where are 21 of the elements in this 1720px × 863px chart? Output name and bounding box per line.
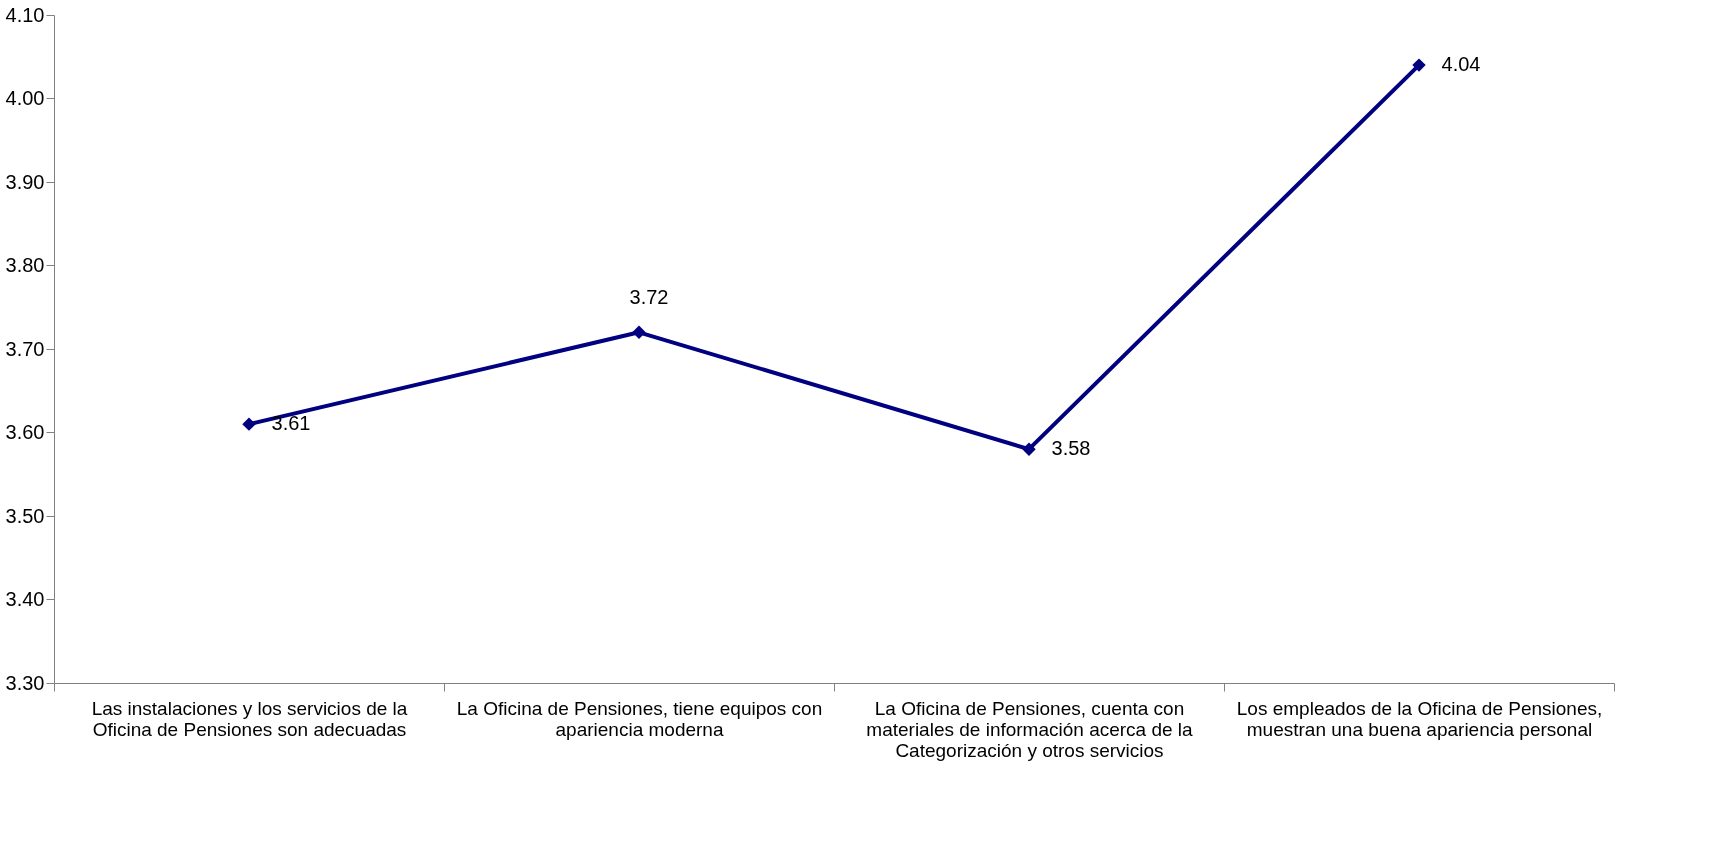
x-tick-label: Los empleados de la Oficina de Pensiones, muestran una buena apariencia personal: [1236, 697, 1603, 740]
point: [632, 325, 646, 340]
data-label: 3.58: [1051, 437, 1091, 460]
y-tick-label: 4.10: [5, 3, 45, 26]
y-tick-label: 3.70: [5, 337, 45, 360]
x-tick-label: La Oficina de Pensiones, tiene equipos con apariencia moderna: [456, 697, 823, 740]
x-tick-label: La Oficina de Pensiones, cuenta con materiales de información acerca de la Categorización y otros servicios: [866, 697, 1194, 761]
y-tick-label: 3.90: [5, 170, 45, 193]
point: [1022, 442, 1036, 456]
point: [1412, 58, 1426, 72]
y-tick-label: 3.80: [5, 254, 45, 276]
y-tick-label: 3.30: [5, 671, 45, 694]
y-tick-label: 4.00: [5, 87, 45, 109]
point: [242, 417, 256, 431]
data-label: 3.61: [271, 412, 311, 435]
y-tick-label: 3.40: [5, 588, 45, 610]
x-tick-label: Las instalaciones y los servicios de la Oficina de Pensiones son adecuadas: [91, 697, 408, 740]
data-label: 4.04: [1441, 53, 1481, 76]
data-label: 3.72: [629, 286, 669, 309]
y-tick-label: 3.50: [5, 504, 45, 527]
y-tick-label: 3.60: [5, 421, 45, 443]
